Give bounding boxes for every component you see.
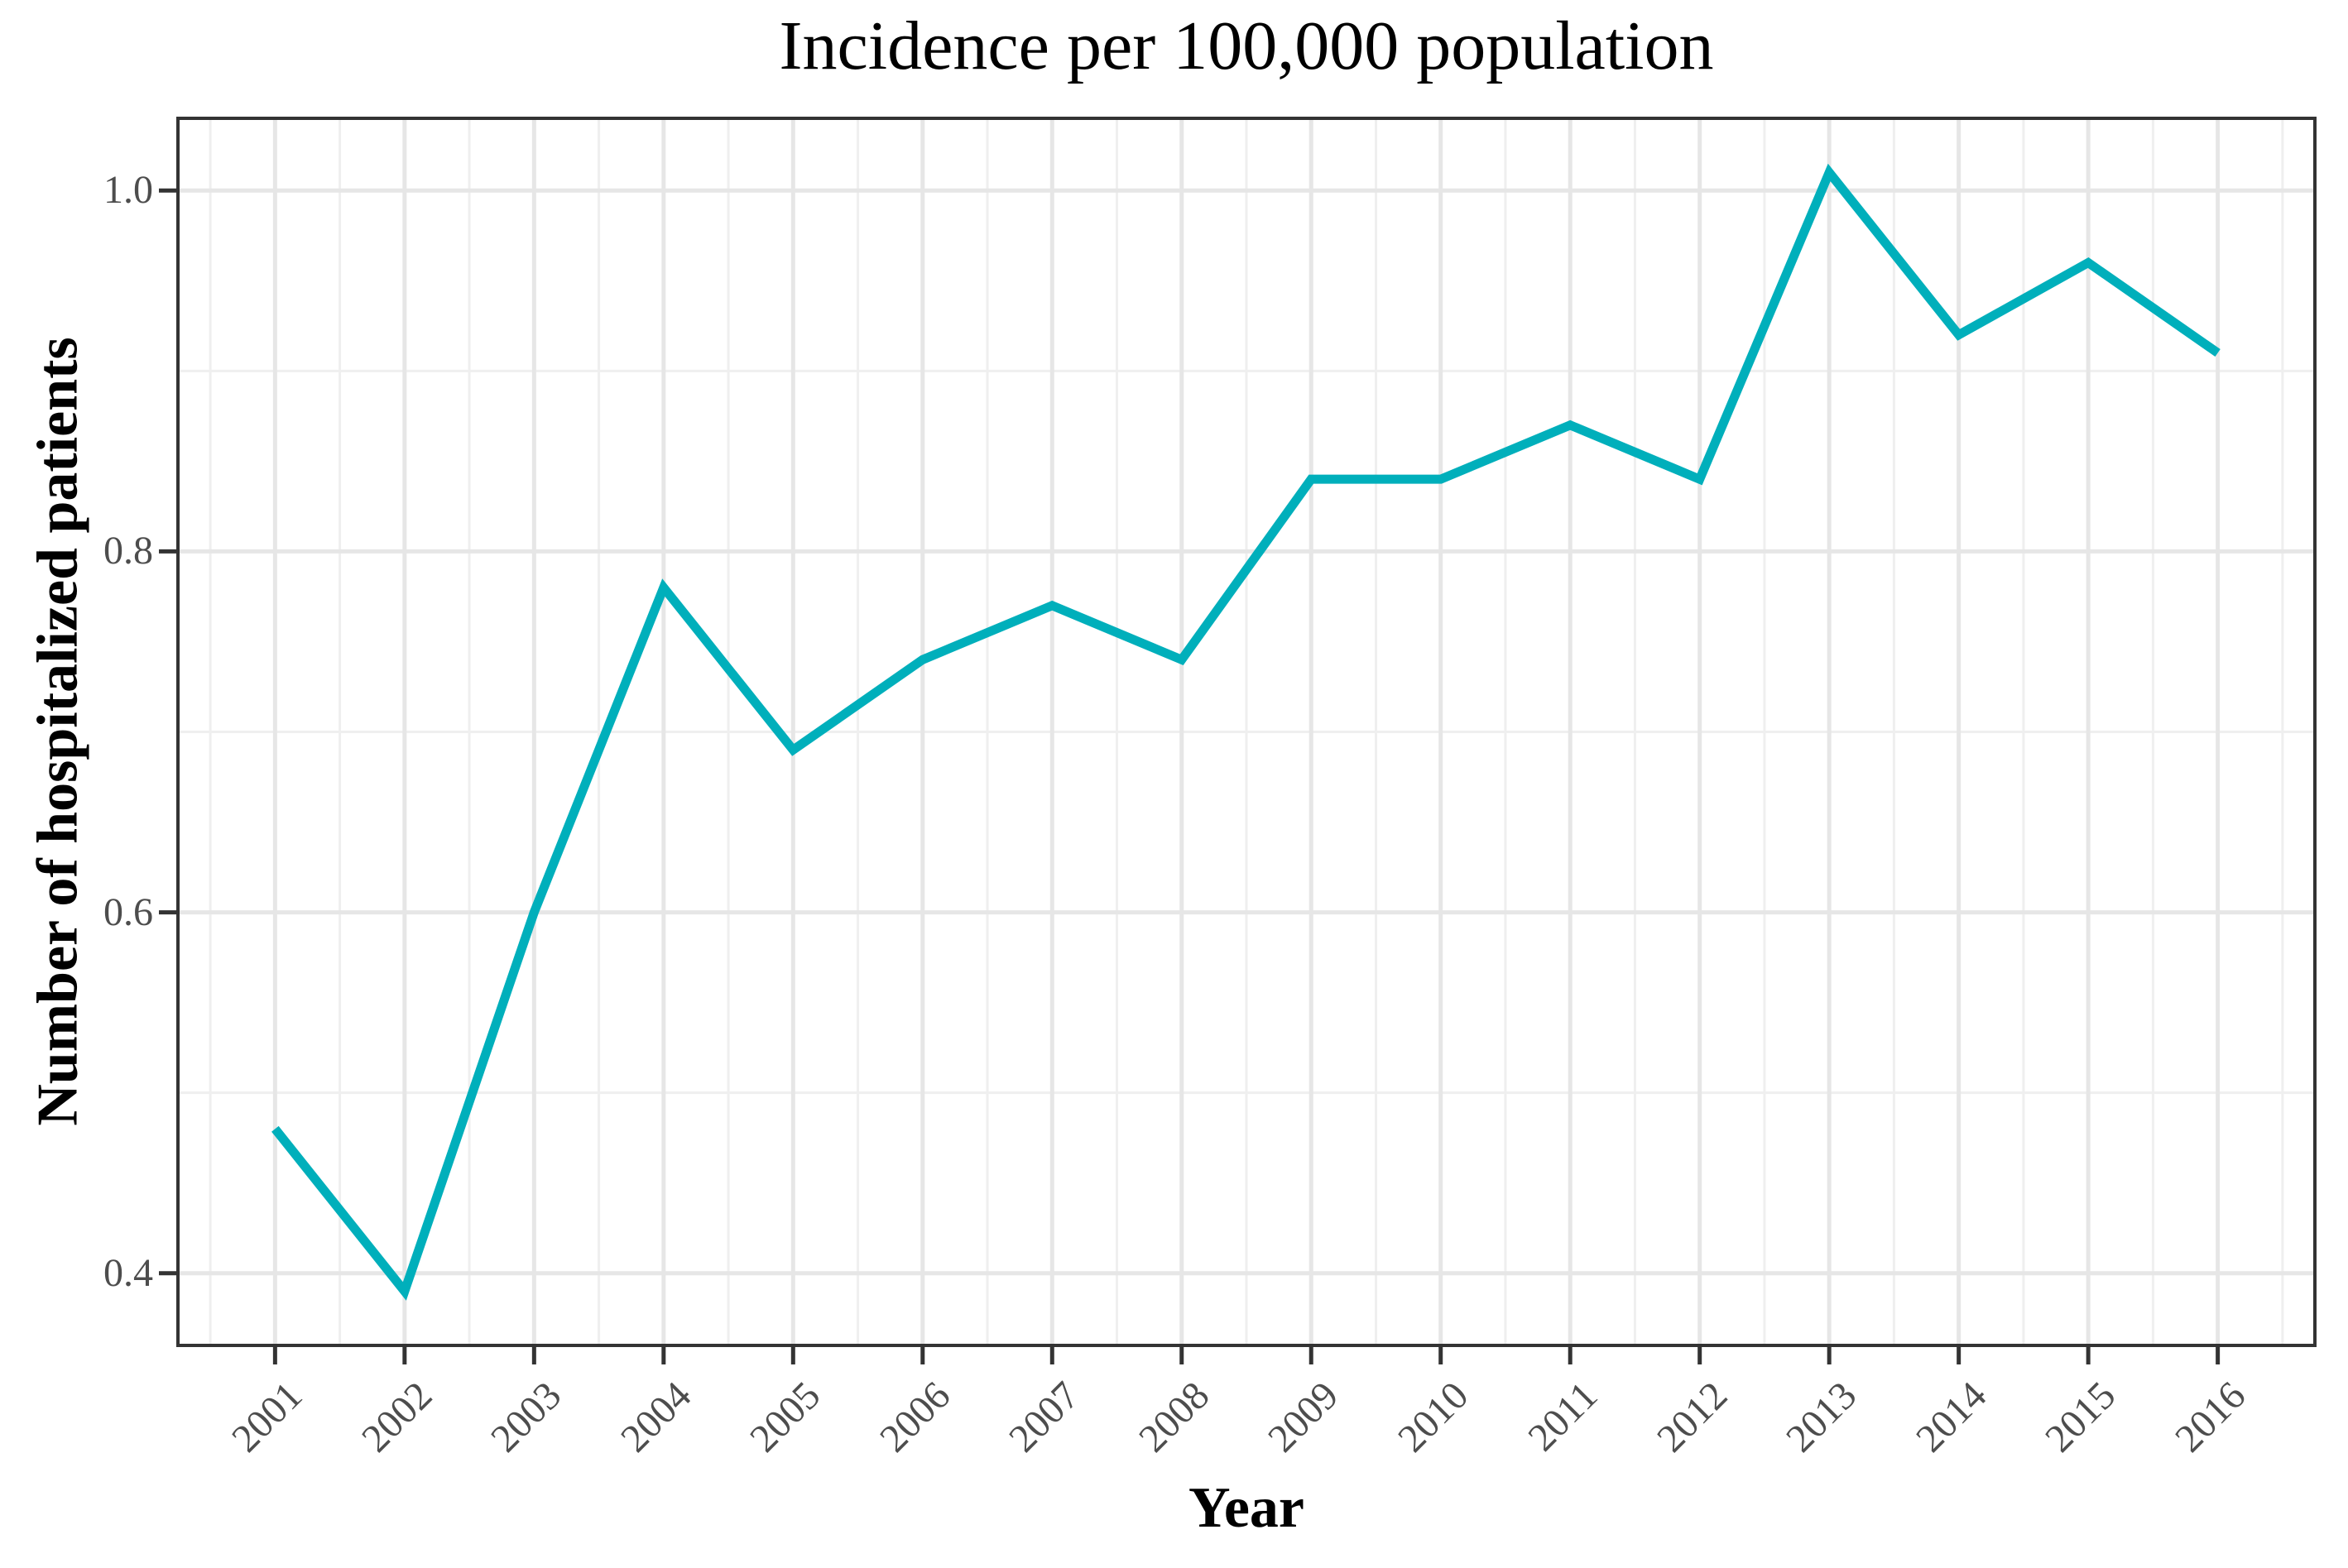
y-tick-label: 0.4 <box>103 1250 153 1295</box>
y-tick-label: 0.6 <box>103 889 153 934</box>
incidence-line <box>271 163 2221 1301</box>
x-axis-title: Year <box>1188 1476 1304 1540</box>
y-axis-title: Number of hospitalized patients <box>26 337 90 1126</box>
chart-title: Incidence per 100,000 population <box>779 7 1714 84</box>
y-tick-label: 0.8 <box>103 529 153 573</box>
y-tick-label: 1.0 <box>103 168 153 213</box>
panel-border <box>176 117 2317 1347</box>
